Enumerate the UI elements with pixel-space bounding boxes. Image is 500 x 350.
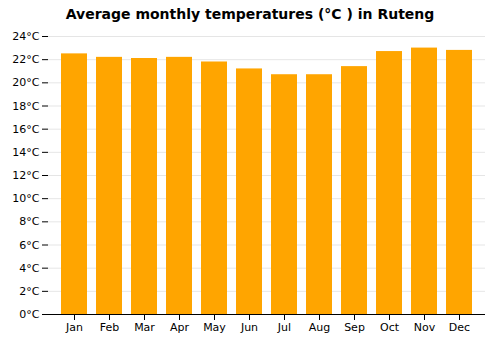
svg-text:0°C: 0°C <box>19 308 39 321</box>
svg-text:10°C: 10°C <box>12 192 39 205</box>
svg-text:Aug: Aug <box>309 321 330 334</box>
svg-text:Feb: Feb <box>100 321 119 334</box>
svg-text:Jun: Jun <box>240 321 258 334</box>
svg-text:Oct: Oct <box>380 321 400 334</box>
svg-text:8°C: 8°C <box>19 215 39 228</box>
svg-text:14°C: 14°C <box>12 146 39 159</box>
svg-text:2°C: 2°C <box>19 285 39 298</box>
svg-text:12°C: 12°C <box>12 169 39 182</box>
svg-text:Sep: Sep <box>344 321 365 334</box>
svg-text:18°C: 18°C <box>12 100 39 113</box>
svg-text:16°C: 16°C <box>12 123 39 136</box>
svg-text:Jul: Jul <box>277 321 291 334</box>
html-text:Average monthly temperatures (: Average monthly temperatures (°C ) in Ru… <box>65 6 435 22</box>
svg-text:Mar: Mar <box>134 321 155 334</box>
svg-text:6°C: 6°C <box>19 239 39 252</box>
svg-text:Apr: Apr <box>170 321 190 334</box>
svg-text:Dec: Dec <box>449 321 470 334</box>
svg-text:22°C: 22°C <box>12 53 39 66</box>
svg-text:Jan: Jan <box>65 321 83 334</box>
svg-text:Nov: Nov <box>414 321 436 334</box>
svg-text:4°C: 4°C <box>19 262 39 275</box>
svg-text:24°C: 24°C <box>12 30 39 43</box>
svg-text:May: May <box>203 321 226 334</box>
svg-text:20°C: 20°C <box>12 76 39 89</box>
